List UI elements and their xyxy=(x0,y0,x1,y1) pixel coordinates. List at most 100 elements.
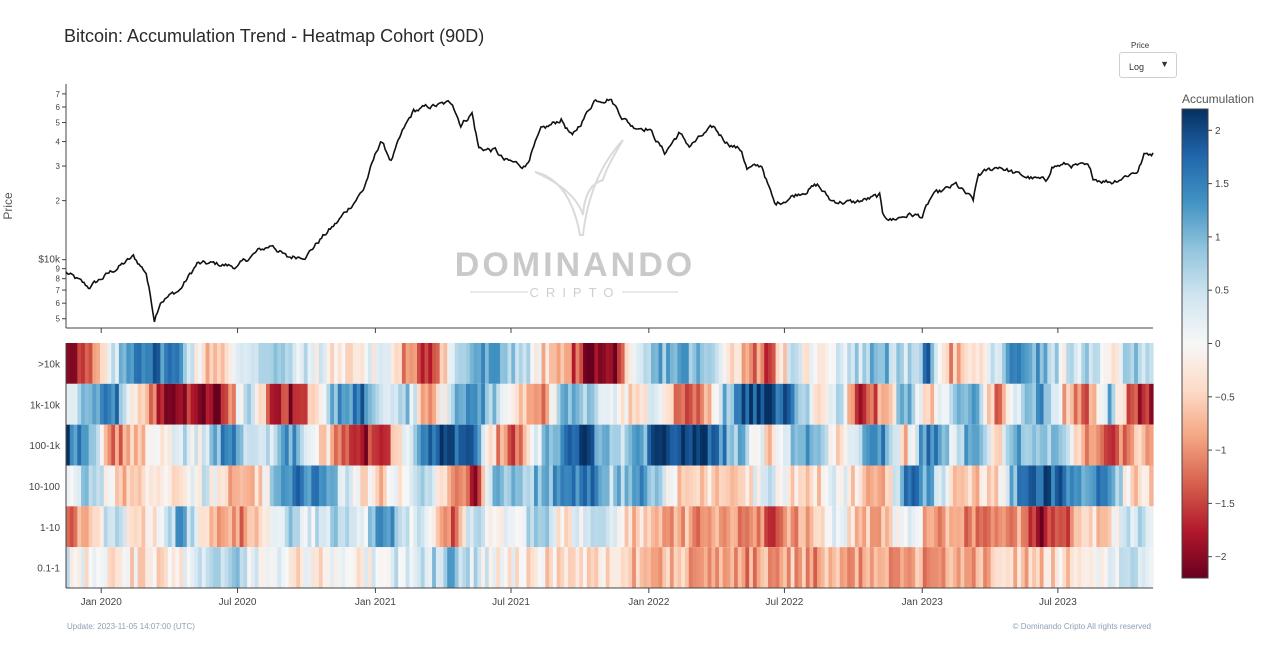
heatmap-cell xyxy=(1077,547,1082,588)
heatmap-cell xyxy=(851,465,856,507)
heatmap-cell xyxy=(922,465,928,507)
heatmap-cell xyxy=(647,424,652,466)
heatmap-cell xyxy=(435,506,441,548)
heatmap-cell xyxy=(651,506,656,548)
heatmap-cell xyxy=(756,465,762,507)
heatmap-cell xyxy=(1141,506,1147,548)
heatmap-cell xyxy=(862,424,867,466)
heatmap-cell xyxy=(424,506,429,548)
heatmap-cell xyxy=(930,465,935,507)
heatmap-cell xyxy=(1088,343,1094,384)
scale-select[interactable]: Log ▼ xyxy=(1119,52,1177,78)
heatmap-cell xyxy=(454,547,460,588)
heatmap-cell xyxy=(1069,547,1075,588)
heatmap-cell xyxy=(730,343,735,384)
heatmap-cell xyxy=(556,465,562,507)
heatmap-cell xyxy=(598,506,603,548)
heatmap-cell xyxy=(832,506,837,548)
heatmap-cell xyxy=(515,343,520,384)
heatmap-cell xyxy=(949,383,954,425)
heatmap-cell xyxy=(194,424,199,466)
heatmap-cell xyxy=(390,465,395,507)
heatmap-cell xyxy=(560,506,565,548)
heatmap-cell xyxy=(1107,547,1113,588)
heatmap-cell xyxy=(579,506,584,548)
heatmap-cell xyxy=(1085,506,1090,548)
heatmap-cell xyxy=(628,547,633,588)
heatmap-cell xyxy=(801,424,807,466)
heatmap-cell xyxy=(496,424,501,466)
heatmap-cell xyxy=(771,383,777,425)
heatmap-cell xyxy=(133,465,139,507)
heatmap-cell xyxy=(122,547,127,588)
heatmap-cell xyxy=(817,424,822,466)
heatmap-cell xyxy=(488,547,494,588)
heatmap-cell xyxy=(96,343,101,384)
heatmap-cell xyxy=(367,383,373,425)
heatmap-cell xyxy=(722,424,728,466)
heatmap-cell xyxy=(88,506,94,548)
heatmap-cell xyxy=(968,506,973,548)
heatmap-cell xyxy=(111,465,116,507)
heatmap-cell xyxy=(417,465,422,507)
heatmap-cell xyxy=(247,424,252,466)
heatmap-cell xyxy=(666,424,671,466)
heatmap-cell xyxy=(183,506,188,548)
heatmap-cell xyxy=(768,506,773,548)
heatmap-cell xyxy=(1145,547,1150,588)
heatmap-cell xyxy=(798,383,803,425)
heatmap-cell xyxy=(179,506,184,548)
heatmap-cell xyxy=(960,465,965,507)
heatmap-cell xyxy=(1066,383,1071,425)
heatmap-cell xyxy=(775,465,780,507)
heatmap-cell xyxy=(318,465,324,507)
heatmap-cell xyxy=(979,547,984,588)
heatmap-cell xyxy=(292,506,297,548)
heatmap-cell xyxy=(273,383,278,425)
heatmap-cell xyxy=(515,465,520,507)
heatmap-cell xyxy=(1115,343,1120,384)
heatmap-cell xyxy=(949,547,954,588)
heatmap-cell xyxy=(81,506,86,548)
heatmap-cell xyxy=(911,547,916,588)
heatmap-cell xyxy=(1032,506,1037,548)
heatmap-cell xyxy=(1043,343,1048,384)
heatmap-cell xyxy=(998,506,1003,548)
heatmap-cell xyxy=(669,547,675,588)
heatmap-cell xyxy=(1054,383,1060,425)
heatmap-cell xyxy=(1058,465,1064,507)
heatmap-cell xyxy=(99,383,105,425)
heatmap-cell xyxy=(462,465,467,507)
heatmap-cell xyxy=(964,424,969,466)
heatmap-cell xyxy=(741,343,746,384)
heatmap-cell xyxy=(360,424,365,466)
heatmap-cell xyxy=(526,547,531,588)
heatmap-cell xyxy=(277,465,282,507)
heatmap-cell xyxy=(69,383,75,425)
heatmap-cell xyxy=(971,547,977,588)
colorbar-tick-label: −1.5 xyxy=(1215,499,1235,510)
heatmap-cell xyxy=(952,465,958,507)
heatmap-cell xyxy=(752,383,758,425)
heatmap-cell xyxy=(213,506,218,548)
heatmap-cell xyxy=(356,506,361,548)
heatmap-cell xyxy=(1103,424,1109,466)
heatmap-cell xyxy=(167,424,173,466)
heatmap-cell xyxy=(435,547,441,588)
chart-title: Bitcoin: Accumulation Trend - Heatmap Co… xyxy=(64,26,484,46)
heatmap-cell xyxy=(620,465,626,507)
heatmap-cell xyxy=(318,506,324,548)
heatmap-cell xyxy=(786,465,792,507)
heatmap-cell xyxy=(330,547,335,588)
heatmap-cell xyxy=(484,465,490,507)
heatmap-cell xyxy=(666,343,671,384)
heatmap-cell xyxy=(552,547,558,588)
heatmap-cell xyxy=(956,424,962,466)
heatmap-cell xyxy=(333,506,339,548)
heatmap-cell xyxy=(805,506,811,548)
heatmap-cell xyxy=(292,424,297,466)
heatmap-cell xyxy=(579,547,584,588)
heatmap-cell xyxy=(1134,506,1139,548)
heatmap-cell xyxy=(273,506,278,548)
heatmap-cell xyxy=(700,343,705,384)
